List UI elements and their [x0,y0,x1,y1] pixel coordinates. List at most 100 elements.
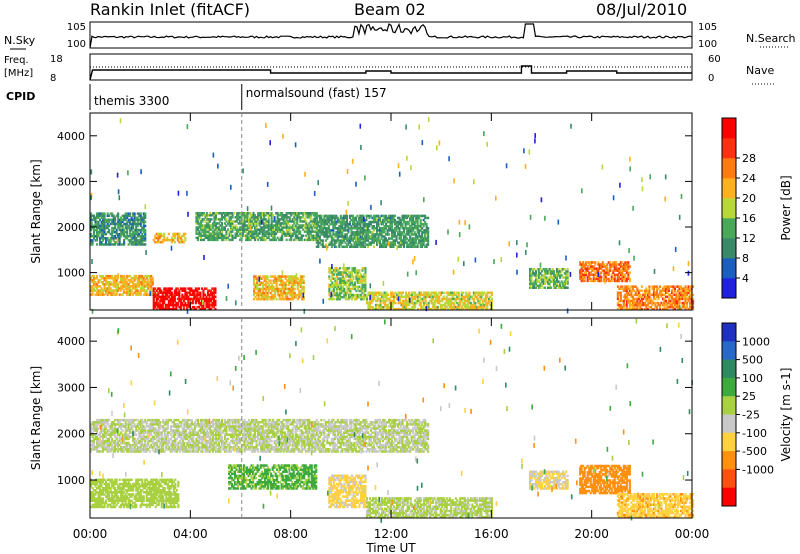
power-cell [382,297,385,301]
power-cell [130,232,133,236]
power-cell [396,307,399,311]
power-cell [114,241,117,244]
power-cell [598,263,601,266]
power-cell [205,287,208,290]
power-cell [132,241,135,244]
nsky-tick-bottom: 100 [67,39,86,50]
power-noise-cell [258,276,261,282]
power-cell [383,225,386,228]
power-cell [657,295,660,299]
power-cell [344,293,347,297]
power-cell [152,305,155,309]
power-cell [102,235,105,238]
power-cell [339,241,342,244]
power-cell [460,291,463,294]
power-cell [231,212,234,215]
power-cell [371,227,374,230]
power-cell [329,295,332,299]
power-cell [639,301,642,305]
power-cell [251,236,254,240]
power-cell [382,239,385,242]
power-cell [395,235,398,238]
power-cell [329,241,332,244]
power-cell [621,299,624,303]
power-cell [628,289,631,292]
power-cell [120,274,123,278]
power-cell [311,226,314,229]
power-cell [230,228,233,231]
power-cell [321,218,324,222]
power-cell [112,220,115,224]
power-cell [106,214,109,217]
power-cell [383,241,386,244]
power-cell [359,235,362,238]
power-cell [606,277,609,281]
power-cell [94,228,97,232]
power-cell [612,261,615,264]
power-cell [132,226,135,230]
power-cell [374,291,377,294]
power-cell [155,232,158,236]
power-cell [410,220,413,224]
power-cell [648,291,651,294]
power-cell [347,227,350,230]
power-cell [301,297,304,301]
power-cell [225,234,228,237]
power-cell [331,273,334,276]
power-cell [386,225,389,228]
power-cell [365,227,368,230]
power-cell [471,295,474,299]
power-cell [175,293,178,297]
power-cell [230,226,233,229]
power-cell [535,274,538,277]
power-cell [288,212,291,215]
power-cell [560,270,563,273]
power-cell [223,228,226,231]
power-cell [462,297,465,301]
power-cell [196,214,199,217]
power-cell [114,222,117,226]
power-cell [248,224,251,227]
power-cell [245,238,248,242]
power-cell [170,297,173,301]
power-cell [323,231,326,234]
power-cell [382,245,385,248]
power-cell [378,297,381,301]
power-cell [432,305,435,309]
power-cell [141,274,144,278]
power-cell [444,301,447,305]
power-cell [281,236,284,240]
power-cell [595,271,598,274]
power-cell [142,287,145,290]
power-cell [263,275,266,278]
power-cell [457,297,460,301]
power-cell [363,225,366,228]
power-cell [469,295,472,299]
power-cell [353,233,356,236]
power-cell [302,287,305,291]
power-cell [676,295,679,299]
power-cell [583,275,586,279]
power-cell [619,261,622,264]
power-cell [225,236,228,240]
power-cell [469,303,472,307]
power-cell [115,232,118,236]
power-cell [414,303,417,307]
power-cell [357,227,360,230]
power-cell [388,297,391,301]
power-cell [417,293,420,297]
power-noise-cell [678,305,681,311]
power-cell [200,287,203,290]
power-cell [158,295,161,299]
power-cell [261,232,264,235]
power-cell [639,295,642,299]
power-cell [553,280,556,283]
power-cell [152,295,155,299]
power-cell [120,281,123,284]
power-cell [115,274,118,278]
power-cell [142,239,145,242]
power-cell [302,224,305,227]
power-cell [138,239,141,242]
power-cell [123,279,126,282]
power-cell [646,301,649,305]
